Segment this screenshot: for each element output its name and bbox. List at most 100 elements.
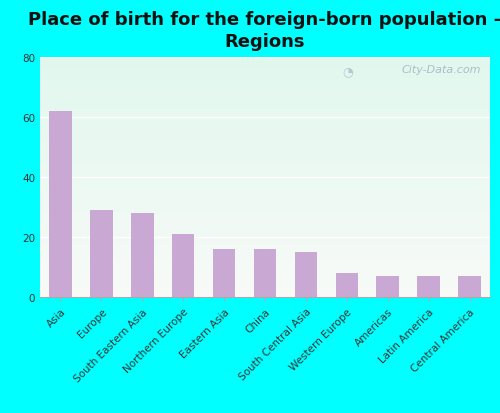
Bar	[40, 62, 490, 63]
Bar	[213, 249, 236, 297]
Bar	[40, 183, 490, 185]
Bar	[254, 249, 276, 297]
Bar	[40, 108, 490, 109]
Bar	[40, 246, 490, 247]
Bar	[40, 211, 490, 212]
Bar	[40, 237, 490, 239]
Bar	[40, 64, 490, 65]
Bar	[376, 276, 399, 297]
Bar	[40, 294, 490, 295]
Bar	[40, 188, 490, 190]
Bar	[40, 279, 490, 280]
Bar	[40, 125, 490, 126]
Bar	[40, 81, 490, 82]
Bar	[40, 225, 490, 227]
Bar	[40, 251, 490, 252]
Bar	[40, 253, 490, 254]
Bar	[40, 193, 490, 195]
Bar	[40, 180, 490, 181]
Bar	[40, 263, 490, 264]
Bar	[40, 70, 490, 71]
Bar	[40, 95, 490, 96]
Bar	[40, 241, 490, 242]
Bar	[40, 94, 490, 95]
Bar	[40, 88, 490, 89]
Bar	[40, 185, 490, 186]
Bar	[40, 272, 490, 273]
Bar	[40, 99, 490, 100]
Bar	[40, 233, 490, 234]
Bar	[40, 133, 490, 135]
Bar	[40, 255, 490, 256]
Bar	[40, 264, 490, 265]
Bar	[40, 219, 490, 221]
Bar	[40, 60, 490, 62]
Bar	[40, 131, 490, 132]
Bar	[40, 101, 490, 102]
Bar	[40, 83, 490, 84]
Bar	[40, 102, 490, 103]
Bar	[40, 171, 490, 173]
Bar	[40, 166, 490, 167]
Bar	[40, 192, 490, 193]
Bar	[40, 59, 490, 60]
Bar	[40, 216, 490, 217]
Text: City-Data.com: City-Data.com	[402, 65, 481, 75]
Bar	[40, 266, 490, 268]
Bar	[40, 121, 490, 123]
Bar	[40, 112, 490, 113]
Bar	[40, 271, 490, 272]
Bar	[40, 130, 490, 131]
Bar	[40, 204, 490, 205]
Bar	[40, 235, 490, 236]
Bar	[40, 259, 490, 260]
Bar	[40, 79, 490, 81]
Bar	[40, 65, 490, 66]
Bar	[40, 87, 490, 88]
Bar	[40, 283, 490, 284]
Bar	[40, 285, 490, 287]
Bar	[40, 240, 490, 241]
Bar	[40, 103, 490, 104]
Bar	[40, 115, 490, 116]
Bar	[40, 197, 490, 198]
Bar	[40, 155, 490, 156]
Bar	[40, 252, 490, 253]
Bar	[40, 221, 490, 222]
Bar	[40, 190, 490, 191]
Bar	[40, 114, 490, 115]
Bar	[40, 58, 490, 59]
Bar	[40, 248, 490, 249]
Bar	[40, 258, 490, 259]
Bar	[40, 206, 490, 207]
Bar	[40, 179, 490, 180]
Bar	[40, 223, 490, 224]
Bar	[418, 276, 440, 297]
Bar	[336, 273, 358, 297]
Bar	[40, 74, 490, 75]
Bar	[131, 214, 154, 297]
Bar	[40, 236, 490, 237]
Bar	[40, 104, 490, 106]
Bar	[40, 156, 490, 157]
Bar	[40, 289, 490, 290]
Bar	[40, 242, 490, 243]
Bar	[40, 84, 490, 85]
Bar	[40, 230, 490, 231]
Bar	[40, 128, 490, 130]
Bar	[40, 228, 490, 229]
Bar	[40, 144, 490, 145]
Bar	[40, 152, 490, 154]
Bar	[40, 72, 490, 74]
Bar	[40, 63, 490, 64]
Bar	[294, 252, 317, 297]
Bar	[40, 151, 490, 152]
Bar	[90, 211, 112, 297]
Bar	[40, 140, 490, 142]
Bar	[40, 229, 490, 230]
Bar	[40, 106, 490, 107]
Bar	[40, 167, 490, 168]
Bar	[40, 127, 490, 128]
Bar	[40, 282, 490, 283]
Bar	[40, 256, 490, 258]
